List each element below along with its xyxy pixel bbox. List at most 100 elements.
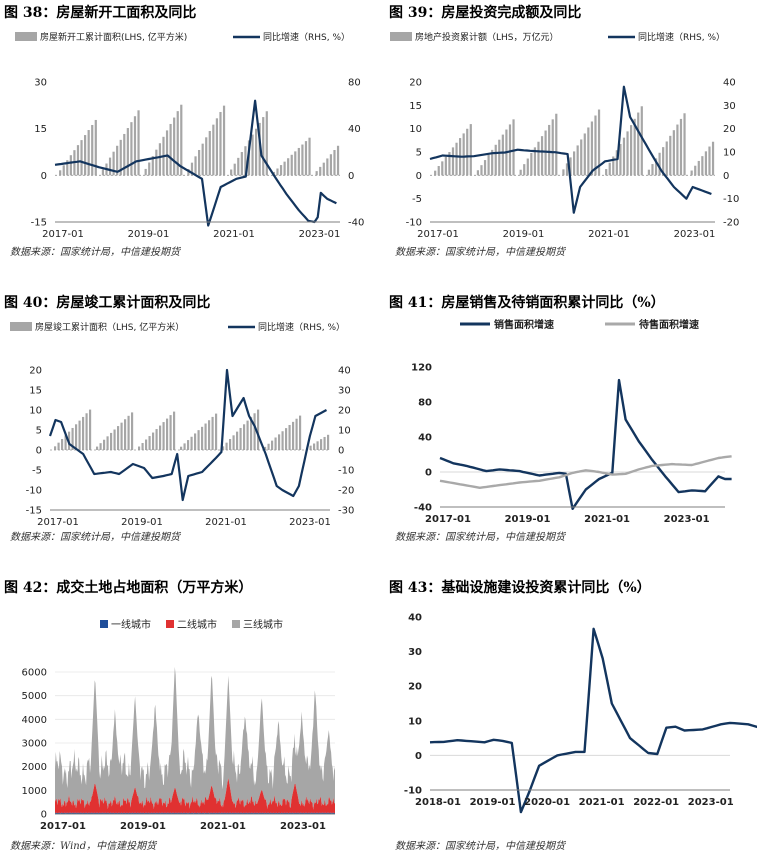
bar: [448, 152, 451, 176]
bar: [319, 166, 322, 176]
bar: [637, 112, 640, 176]
right-y-tick: 10: [338, 426, 351, 437]
legend-line-label: 同比增速（RHS, %）: [263, 31, 350, 43]
chart-41-panel: 图 41：房屋销售及待销面积累计同比（%） 销售面积增速 待售面积增速 120 80 4…: [385, 290, 757, 576]
bar: [672, 130, 675, 176]
bar: [82, 416, 85, 450]
bar: [169, 123, 172, 176]
right-y-tick: 10: [723, 148, 736, 159]
bar: [587, 127, 590, 176]
bar: [267, 443, 270, 450]
bar: [555, 113, 558, 176]
chart-38-panel: 图 38：房屋新开工面积及同比 房屋新开工累计面积(LHS, 亿平方米) 同比增速…: [0, 0, 372, 286]
bar: [166, 418, 169, 450]
series-line-0: [439, 378, 732, 511]
bar: [57, 442, 60, 450]
bar: [573, 151, 576, 176]
bar: [126, 128, 129, 176]
bar: [54, 446, 57, 450]
series-line: [429, 85, 712, 214]
legend-label: 待售面积增速: [639, 318, 699, 331]
chart-39-panel: 图 39：房屋投资完成额及同比 房地产投资累计额（LHS，万亿元） 同比增速（RH…: [385, 0, 757, 286]
bar: [329, 154, 333, 176]
bar: [537, 141, 540, 176]
y-tick: 120: [411, 363, 432, 374]
chart-39: 房地产投资累计额（LHS，万亿元） 同比增速（RHS, %） 20 15 10 5 0 -5 -…: [390, 31, 739, 240]
left-y-tick: 0: [41, 171, 47, 182]
bar: [605, 169, 608, 176]
bar: [612, 156, 615, 176]
bar: [308, 137, 311, 176]
left-y-tick: 5: [416, 148, 422, 159]
bar: [237, 157, 240, 176]
bar: [89, 409, 92, 450]
bar: [222, 105, 226, 176]
bar: [271, 440, 274, 450]
x-tick: 2022-01: [633, 797, 679, 808]
bar: [110, 432, 113, 450]
bar: [297, 147, 300, 176]
x-tick: 2023-01: [280, 821, 326, 832]
bar: [569, 157, 572, 176]
bar: [548, 124, 551, 176]
legend-bar-label: 房屋新开工累计面积(LHS, 亿平方米): [40, 31, 187, 43]
bar: [101, 169, 105, 176]
bar: [526, 158, 529, 176]
bar: [246, 420, 249, 450]
right-y-tick: -30: [338, 506, 354, 517]
bar: [498, 139, 501, 176]
bar: [466, 128, 469, 176]
bar: [285, 428, 288, 450]
y-tick: 1000: [22, 786, 47, 797]
bar: [320, 439, 323, 450]
bar: [66, 160, 69, 176]
bar: [162, 422, 165, 450]
right-y-tick: 30: [338, 386, 351, 397]
chart-43-panel: 图 43：基础设施建设投资累计同比（%） 40 30 20 10 0 -10 2018-01…: [385, 575, 757, 861]
bar: [262, 117, 265, 176]
bar: [117, 426, 120, 450]
bar: [91, 124, 94, 176]
bar: [194, 433, 197, 450]
series-line-0: [429, 627, 757, 814]
chart-41-source: 数据来源：国家统计局，中信建投期货: [395, 532, 565, 543]
left-y-tick: -5: [412, 194, 422, 205]
y-tick: 10: [408, 716, 422, 727]
bar: [61, 438, 64, 450]
bar: [292, 421, 295, 450]
bar: [151, 156, 154, 176]
bar: [76, 145, 80, 176]
bar: [676, 124, 679, 176]
x-tick: 2020-01: [524, 797, 570, 808]
legend-label: 销售面积增速: [494, 318, 554, 331]
y-tick: -40: [414, 503, 432, 514]
legend-line-label: 同比增速（RHS, %）: [638, 31, 725, 43]
legend-bar-swatch: [390, 32, 412, 41]
legend-bar-swatch: [15, 32, 37, 41]
series-line: [54, 99, 337, 227]
bar: [78, 420, 81, 450]
bar: [494, 144, 497, 176]
bar: [315, 171, 318, 176]
bar: [590, 121, 594, 176]
bar: [462, 133, 465, 176]
left-y-tick: 30: [34, 78, 47, 89]
series-line-1: [439, 455, 732, 490]
bar: [155, 429, 158, 450]
bar: [322, 162, 325, 176]
bar: [233, 163, 236, 176]
chart-41-title: 图 41：房屋销售及待销面积累计同比（%）: [389, 295, 665, 311]
legend-swatch: [100, 620, 108, 628]
bar: [576, 145, 579, 176]
x-tick: 2019-01: [503, 229, 545, 240]
bar: [647, 169, 651, 176]
bar: [127, 415, 130, 450]
right-y-tick: -10: [338, 466, 354, 477]
bar: [711, 141, 715, 176]
right-y-tick: 30: [723, 101, 736, 112]
bar: [512, 119, 515, 176]
right-y-tick: 20: [338, 406, 351, 417]
x-tick: 2019-01: [470, 797, 516, 808]
bar: [519, 169, 522, 176]
bar: [197, 430, 200, 450]
